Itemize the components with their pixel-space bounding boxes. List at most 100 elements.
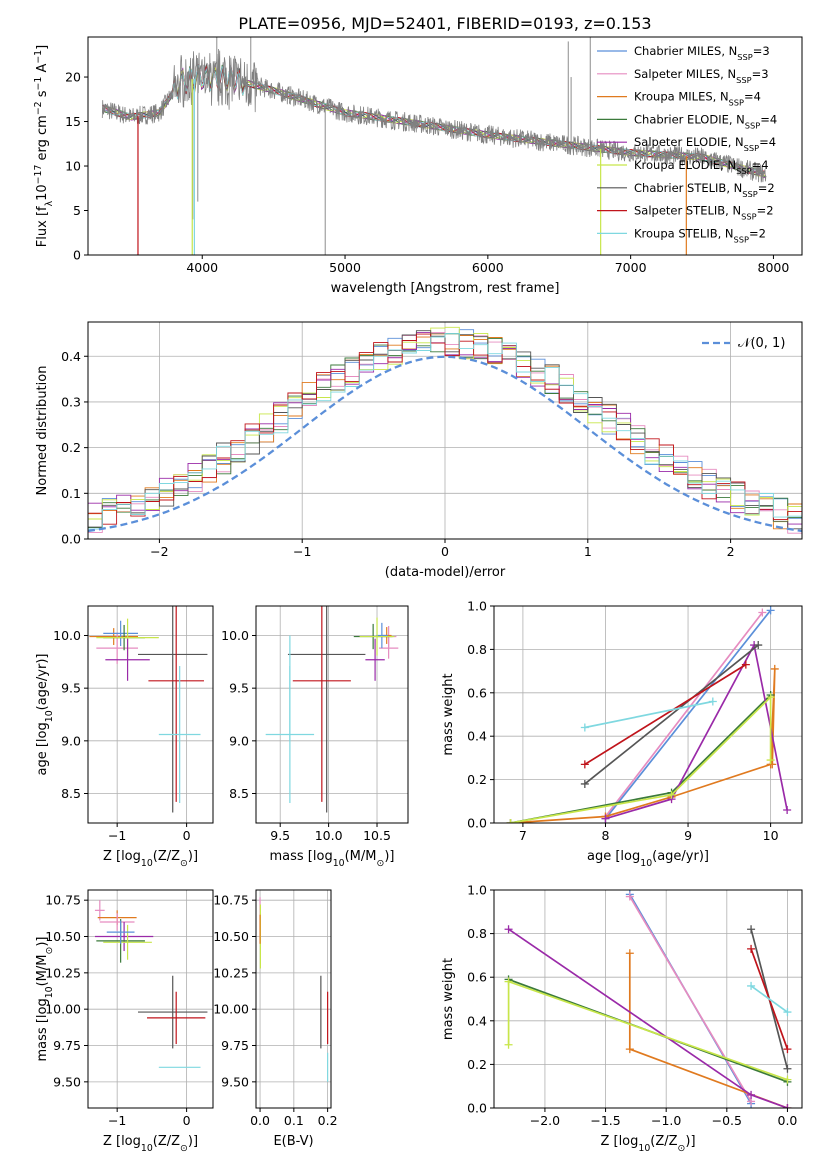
histogram-group <box>88 326 802 534</box>
weight-marker <box>580 723 589 732</box>
y-tick-label: 5 <box>73 203 81 218</box>
weight-marker <box>741 660 750 669</box>
x-tick-label: 0.2 <box>318 1113 338 1128</box>
residual-histogram-salpeter_stelib <box>88 333 802 525</box>
y-tick-label: 1.0 <box>467 883 487 898</box>
y-tick-label: 10.0 <box>53 628 81 643</box>
panel-ebv_mass <box>256 890 331 1108</box>
weight-marker <box>758 608 767 617</box>
weight-marker <box>783 1064 792 1073</box>
x-tick-label: −2 <box>150 544 168 559</box>
y-tick-label: 9.0 <box>61 733 81 748</box>
y-tick-label: 0.4 <box>467 729 487 744</box>
weight-marker <box>747 925 756 934</box>
x-tick-label: 7 <box>519 828 527 843</box>
y-tick-label: 1.0 <box>467 599 487 614</box>
y-tick-label: 10 <box>65 159 81 174</box>
panel-z_mass <box>88 890 213 1108</box>
x-tick-label: 0.0 <box>250 1113 270 1128</box>
x-tick-label: 0.0 <box>778 1113 798 1128</box>
legend-label: Salpeter STELIB, NSSP=2 <box>634 204 774 222</box>
y-axis-label: Flux [fλ10−17 erg cm−2 s−1 A−1] <box>33 45 55 247</box>
y-tick-label: 0.2 <box>467 772 487 787</box>
weight-marker <box>601 814 610 823</box>
x-tick-label: 2 <box>727 544 735 559</box>
frame-z_mass: −1 0 9.50 9.75 10.00 10.25 10.50 10.75 Z [log10(… <box>35 889 214 1154</box>
frame-spectrum: 4000 5000 6000 7000 8000 0 5 10 15 20 wavelength [… <box>33 36 803 296</box>
weight-marker <box>768 760 777 769</box>
y-tick-label: 9.75 <box>53 1038 81 1053</box>
weight-line-kroupa_miles <box>510 668 776 823</box>
legend-label: Salpeter ELODIE, NSSP=4 <box>634 135 776 153</box>
weight-marker <box>747 1090 756 1099</box>
y-tick-label: 0.6 <box>467 685 487 700</box>
weight-marker <box>783 805 792 814</box>
x-tick-label: 7000 <box>615 260 647 275</box>
x-tick-label: −1.5 <box>590 1113 620 1128</box>
y-tick-label: 10.0 <box>221 628 249 643</box>
x-tick-label: 1 <box>584 544 592 559</box>
x-tick-label: 9 <box>684 828 692 843</box>
x-tick-label: 8 <box>601 828 609 843</box>
y-tick-label: 20 <box>65 70 81 85</box>
weight-line-chabrier_elodie <box>510 694 772 823</box>
x-axis-label: mass [log10(M/M⊙)] <box>270 849 395 869</box>
y-tick-label: 10.00 <box>45 1002 81 1017</box>
y-tick-label: 10.25 <box>213 965 249 980</box>
x-axis-label: Z [log10(Z/Z⊙)] <box>103 1134 198 1154</box>
axes-frame <box>493 889 803 1109</box>
legend-label: Chabrier MILES, NSSP=3 <box>634 44 770 62</box>
y-tick-label: 15 <box>65 114 81 129</box>
y-tick-label: 10.75 <box>213 893 249 908</box>
y-tick-label: 10.25 <box>45 965 81 980</box>
y-tick-label: 9.50 <box>53 1074 81 1089</box>
y-tick-label: 0.3 <box>61 394 81 409</box>
x-tick-label: 0 <box>183 1113 191 1128</box>
x-tick-label: −2.0 <box>530 1113 560 1128</box>
x-axis-label: wavelength [Angstrom, rest frame] <box>331 281 560 296</box>
weight-line-salpeter_miles <box>604 611 764 818</box>
x-tick-label: 8000 <box>758 260 790 275</box>
weight-marker <box>625 949 634 958</box>
y-tick-label: 10.75 <box>45 893 81 908</box>
legend-label: 𝒩(0, 1) <box>738 336 785 351</box>
axes-frame <box>87 605 214 824</box>
y-tick-label: 0.8 <box>467 926 487 941</box>
x-tick-label: −1 <box>293 544 311 559</box>
panel-mass_age <box>256 606 408 823</box>
y-tick-label: 8.5 <box>61 786 81 801</box>
x-axis-label: E(B-V) <box>273 1134 313 1149</box>
x-axis-label: Z [log10(Z/Z⊙)] <box>600 1134 695 1154</box>
legend-label: Salpeter MILES, NSSP=3 <box>634 67 769 85</box>
x-axis-label: age [log10(age/yr)] <box>587 849 709 869</box>
x-tick-label: 10.0 <box>315 828 343 843</box>
figure-title: PLATE=0956, MJD=52401, FIBERID=0193, z=0… <box>238 14 651 33</box>
weight-line-kroupa_stelib <box>584 700 713 729</box>
frame-z_age: −1 0 8.5 9.0 9.5 10.0 Z [log10(Z/Z⊙)] age [log1… <box>35 605 214 869</box>
errorbar-group <box>89 606 208 813</box>
y-tick-label: 0.2 <box>467 1057 487 1072</box>
errorbar-group <box>259 897 329 1082</box>
weight-line-chabrier_stelib <box>584 644 759 785</box>
data-spectrum-line <box>101 48 767 183</box>
axes-frame <box>87 889 214 1109</box>
legend-label: Kroupa MILES, NSSP=4 <box>634 90 761 108</box>
y-tick-label: 0 <box>73 248 81 263</box>
y-tick-label: 0.0 <box>467 1101 487 1116</box>
y-tick-label: 0.0 <box>467 816 487 831</box>
panel-z_weight <box>494 889 802 1109</box>
spectrum-lines <box>101 37 767 255</box>
weight-marker <box>667 790 676 799</box>
y-tick-label: 10.00 <box>213 1002 249 1017</box>
x-tick-label: 4000 <box>186 260 218 275</box>
weight-marker <box>504 925 513 934</box>
frame-z_weight: −2.0 −1.5 −1.0 −0.5 0.0 0.0 0.2 0.4 0.6 0.8 1.0 Z [… <box>441 883 803 1154</box>
gaussian-curve <box>88 355 802 533</box>
x-tick-label: 6000 <box>472 260 504 275</box>
weight-marker <box>747 981 756 990</box>
y-axis-label: age [log10(age/yr)] <box>35 654 55 776</box>
weight-line-kroupa_elodie <box>510 695 772 823</box>
y-tick-label: 0.2 <box>61 440 81 455</box>
x-axis-label: (data-model)/error <box>385 565 506 580</box>
